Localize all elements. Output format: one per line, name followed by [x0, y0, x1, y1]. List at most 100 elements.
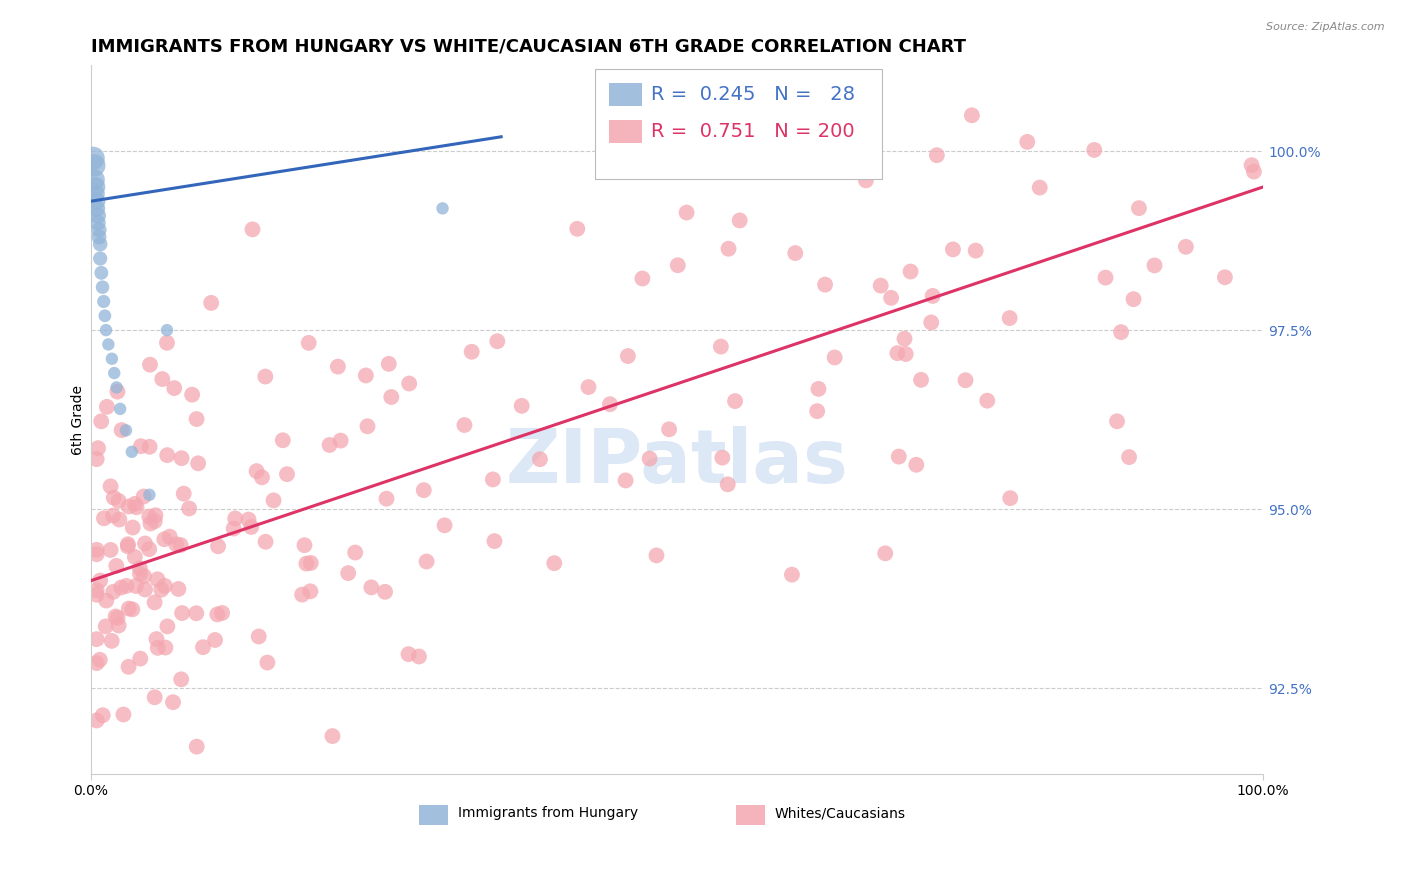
Point — [115, 423, 138, 437]
Point — [121, 520, 143, 534]
Point — [103, 585, 125, 599]
Point — [90, 414, 112, 428]
Point — [254, 369, 277, 384]
Point — [412, 483, 434, 497]
Point — [1118, 450, 1140, 464]
Point — [900, 264, 922, 278]
Point — [1094, 270, 1116, 285]
Point — [617, 349, 640, 363]
Point — [84, 180, 107, 194]
Point — [240, 520, 263, 534]
Point — [186, 412, 208, 426]
Point — [159, 530, 181, 544]
Point — [86, 452, 108, 467]
Point — [86, 656, 108, 670]
Text: Immigrants from Hungary: Immigrants from Hungary — [458, 806, 638, 820]
Point — [156, 448, 179, 462]
Point — [354, 368, 377, 383]
Point — [453, 417, 475, 432]
Point — [86, 202, 108, 216]
Point — [1128, 201, 1150, 215]
Point — [245, 464, 267, 478]
Point — [93, 511, 115, 525]
Point — [90, 266, 112, 280]
Point — [134, 536, 156, 550]
Point — [326, 359, 349, 374]
FancyBboxPatch shape — [419, 805, 449, 825]
Point — [132, 490, 155, 504]
Point — [1240, 158, 1263, 172]
Point — [170, 451, 193, 466]
Point — [138, 542, 160, 557]
Point — [965, 244, 987, 258]
FancyBboxPatch shape — [735, 805, 765, 825]
Point — [129, 651, 152, 665]
Point — [156, 619, 179, 633]
Point — [83, 173, 105, 187]
Point — [344, 545, 367, 559]
Point — [717, 242, 740, 256]
Point — [398, 376, 420, 391]
Point — [100, 543, 122, 558]
Point — [711, 450, 734, 465]
Point — [299, 556, 322, 570]
Point — [1083, 143, 1105, 157]
Point — [146, 640, 169, 655]
Point — [1105, 414, 1128, 428]
Point — [94, 323, 117, 337]
Point — [118, 500, 141, 514]
Point — [1000, 491, 1022, 505]
Point — [955, 373, 977, 387]
Point — [156, 335, 179, 350]
Point — [165, 537, 187, 551]
Point — [484, 534, 506, 549]
Point — [118, 601, 141, 615]
Text: Whites/Caucasians: Whites/Caucasians — [775, 806, 905, 820]
Point — [107, 611, 129, 625]
Point — [108, 401, 131, 416]
Point — [294, 538, 316, 552]
Point — [104, 609, 127, 624]
Point — [599, 397, 621, 411]
Point — [920, 316, 942, 330]
Point — [103, 366, 125, 380]
Point — [94, 619, 117, 633]
Point — [222, 522, 245, 536]
Point — [785, 246, 807, 260]
Point — [169, 538, 191, 552]
Point — [172, 606, 194, 620]
Point — [321, 729, 343, 743]
Text: ZIPatlas: ZIPatlas — [506, 425, 848, 499]
Text: R =  0.751   N = 200: R = 0.751 N = 200 — [651, 122, 855, 141]
Point — [153, 579, 176, 593]
Text: IMMIGRANTS FROM HUNGARY VS WHITE/CAUCASIAN 6TH GRADE CORRELATION CHART: IMMIGRANTS FROM HUNGARY VS WHITE/CAUCASI… — [91, 37, 966, 55]
Point — [207, 607, 229, 622]
Point — [1213, 270, 1236, 285]
Point — [204, 632, 226, 647]
Point — [96, 593, 118, 607]
Point — [645, 549, 668, 563]
Point — [86, 547, 108, 561]
Point — [724, 394, 747, 409]
Point — [83, 158, 105, 172]
Point — [117, 660, 139, 674]
Point — [112, 707, 135, 722]
Point — [87, 230, 110, 244]
Point — [138, 440, 160, 454]
FancyBboxPatch shape — [609, 120, 641, 143]
Point — [855, 173, 877, 187]
Point — [162, 695, 184, 709]
Point — [291, 588, 314, 602]
Point — [93, 294, 115, 309]
Point — [1017, 135, 1039, 149]
Point — [638, 451, 661, 466]
Point — [675, 205, 697, 219]
Point — [1122, 292, 1144, 306]
Text: R =  0.245   N =   28: R = 0.245 N = 28 — [651, 85, 855, 103]
Point — [101, 508, 124, 523]
Point — [105, 380, 128, 394]
Point — [84, 187, 107, 202]
Point — [121, 445, 143, 459]
Point — [1243, 164, 1265, 178]
Point — [143, 514, 166, 528]
